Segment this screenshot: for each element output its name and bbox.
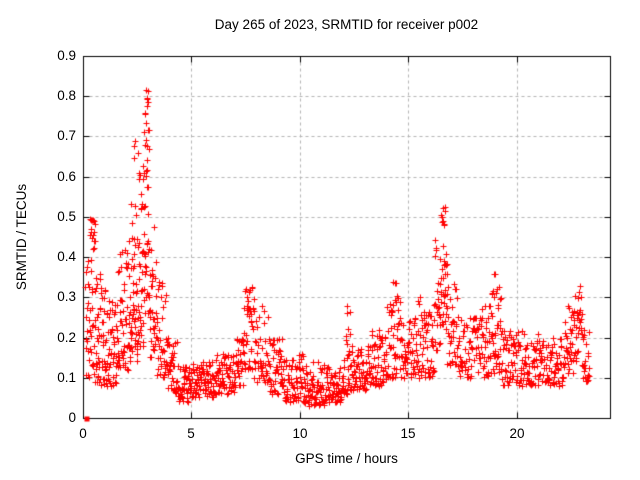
chart-title: Day 265 of 2023, SRMTID for receiver p00… [214,17,479,32]
x-tick-label: 10 [292,426,308,441]
y-tick-label: 0 [68,410,76,425]
y-tick-label: 0.1 [57,370,76,385]
y-tick-label: 0.6 [57,169,76,184]
y-tick-label: 0.4 [57,249,76,264]
y-tick-label: 0.7 [57,128,76,143]
x-axis-label: GPS time / hours [295,451,398,466]
x-tick-label: 5 [187,426,195,441]
y-tick-label: 0.2 [57,330,76,345]
y-tick-label: 0.9 [57,48,76,63]
x-tick-label: 15 [400,426,416,441]
x-tick-label: 0 [79,426,87,441]
y-tick-label: 0.3 [57,289,76,304]
y-tick-label: 0.5 [57,209,76,224]
x-tick-label: 20 [509,426,525,441]
y-tick-label: 0.8 [57,88,76,103]
